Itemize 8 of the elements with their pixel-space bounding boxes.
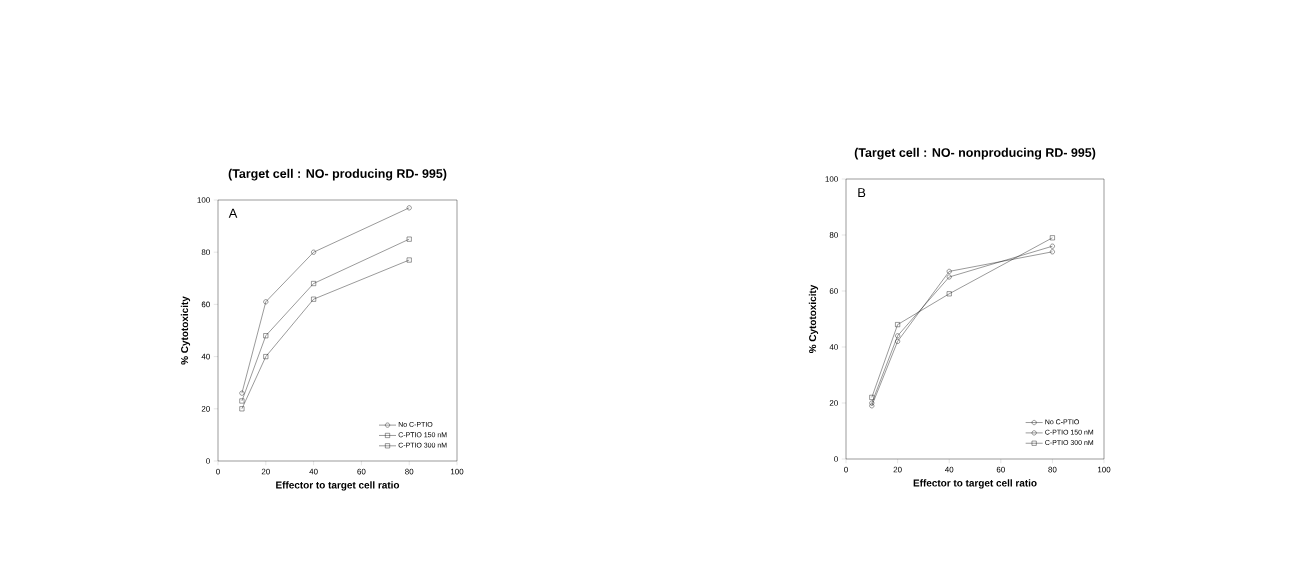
annotation: A <box>228 208 238 218</box>
y-axis-title: % Cytotoxicity <box>808 284 819 354</box>
x-axis-title: Effector to target cell ratio <box>913 479 1037 489</box>
chart-title: (Target cell : NO- producing RD- 995) <box>228 168 447 181</box>
annotation: B <box>858 188 866 198</box>
x-axis-title: Effector to target cell ratio <box>276 481 400 491</box>
chart-title: (Target cell : NO- nonproducing RD- 995) <box>854 147 1096 160</box>
y-axis-title: % Cytotoxicity <box>180 296 191 365</box>
